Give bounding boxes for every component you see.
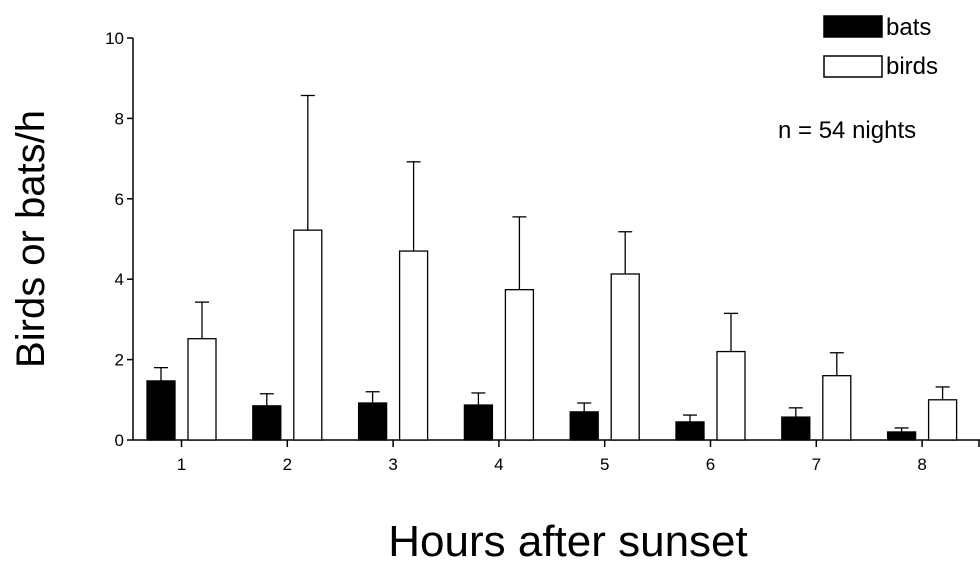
bar-birds: [822, 375, 852, 441]
bar-birds: [398, 250, 429, 441]
y-tick-label: 2: [115, 351, 124, 370]
legend-label-birds: birds: [886, 53, 938, 80]
x-tick-label: 6: [706, 455, 715, 474]
axes: [127, 37, 980, 447]
y-axis-title: Birds or bats/h: [9, 110, 53, 368]
y-tick-label: 10: [105, 29, 124, 48]
bars: [146, 229, 958, 441]
x-axis-title: Hours after sunset: [388, 517, 748, 566]
annotation-sample-size: n = 54 nights: [778, 117, 916, 144]
x-tick-label: 4: [494, 455, 503, 474]
bar-birds: [504, 289, 535, 441]
legend: bats birds: [823, 14, 938, 80]
bar-bats: [781, 416, 811, 441]
x-tick-label: 2: [283, 455, 292, 474]
bar-bats: [252, 405, 282, 441]
bar-bats: [569, 411, 599, 441]
bar-bats: [357, 402, 388, 441]
error-bars: [154, 94, 950, 432]
bar-bats: [886, 431, 917, 441]
y-tick-labels: 0 2 4 6 8 10: [105, 29, 124, 450]
legend-swatch-birds: [823, 55, 883, 78]
y-tick-label: 6: [115, 190, 124, 209]
x-tick-labels: 1 2 3 4 5 6 7 8: [177, 455, 927, 474]
x-tick-label: 5: [600, 455, 609, 474]
y-tick-label: 8: [115, 109, 124, 128]
bar-birds: [187, 338, 217, 441]
bar-bats: [146, 380, 176, 441]
x-tick-label: 3: [388, 455, 397, 474]
bar-birds: [716, 350, 746, 441]
bar-birds: [927, 399, 958, 441]
x-tick-label: 1: [177, 455, 186, 474]
legend-swatch-bats: [823, 15, 883, 38]
x-tick-label: 8: [917, 455, 926, 474]
y-tick-label: 0: [115, 431, 124, 450]
legend-label-bats: bats: [886, 14, 931, 41]
bar-bats: [463, 404, 494, 441]
bar-birds: [293, 229, 323, 441]
bar-bats: [675, 421, 705, 441]
x-tick-label: 7: [812, 455, 821, 474]
bar-birds: [610, 273, 640, 441]
y-tick-label: 4: [115, 270, 124, 289]
